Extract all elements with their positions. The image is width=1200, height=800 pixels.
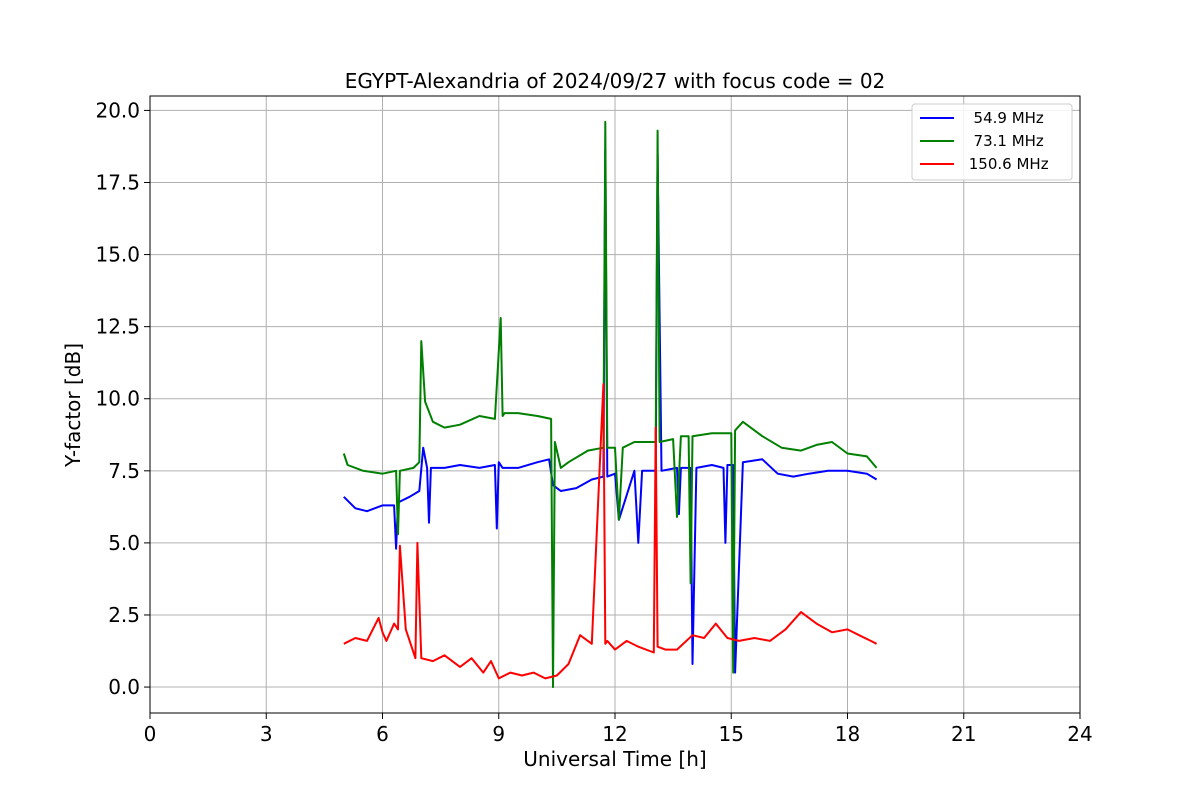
y-tick-label: 2.5: [108, 603, 140, 627]
axis-ticks: 0 3 6 9 12 15 18 21 24 0.0 2.5 5.0 7.5 10.0 12.5 15.0 17…: [95, 98, 1092, 746]
series-line-3: [343, 383, 878, 680]
x-tick-label: 18: [835, 722, 860, 746]
chart-title: EGYPT-Alexandria of 2024/09/27 with focu…: [345, 69, 886, 93]
y-axis-label: Y-factor [dB]: [61, 343, 85, 468]
y-tick-label: 17.5: [95, 170, 140, 194]
y-tick-label: 15.0: [95, 243, 140, 267]
legend-label: 150.6 MHz: [964, 155, 1049, 173]
x-axis-label: Universal Time [h]: [523, 747, 706, 771]
x-tick-label: 12: [602, 722, 627, 746]
y-tick-label: 0.0: [108, 675, 140, 699]
x-tick-label: 9: [492, 722, 505, 746]
y-tick-label: 20.0: [95, 98, 140, 122]
y-tick-label: 12.5: [95, 315, 140, 339]
legend: 54.9 MHz 73.1 MHz 150.6 MHz: [911, 103, 1073, 181]
y-tick-label: 5.0: [108, 531, 140, 555]
legend-label: 73.1 MHz: [964, 132, 1044, 150]
x-tick-label: 3: [260, 722, 273, 746]
series-line-2: [342, 120, 878, 689]
plot-area: [342, 120, 878, 689]
y-tick-label: 10.0: [95, 387, 140, 411]
x-tick-label: 6: [376, 722, 389, 746]
y-tick-label: 7.5: [108, 459, 140, 483]
legend-label: 54.9 MHz: [964, 109, 1044, 127]
x-tick-label: 24: [1067, 722, 1092, 746]
x-tick-label: 21: [951, 722, 976, 746]
legend-box: [911, 103, 1073, 181]
x-tick-label: 0: [144, 722, 157, 746]
x-tick-label: 15: [719, 722, 744, 746]
